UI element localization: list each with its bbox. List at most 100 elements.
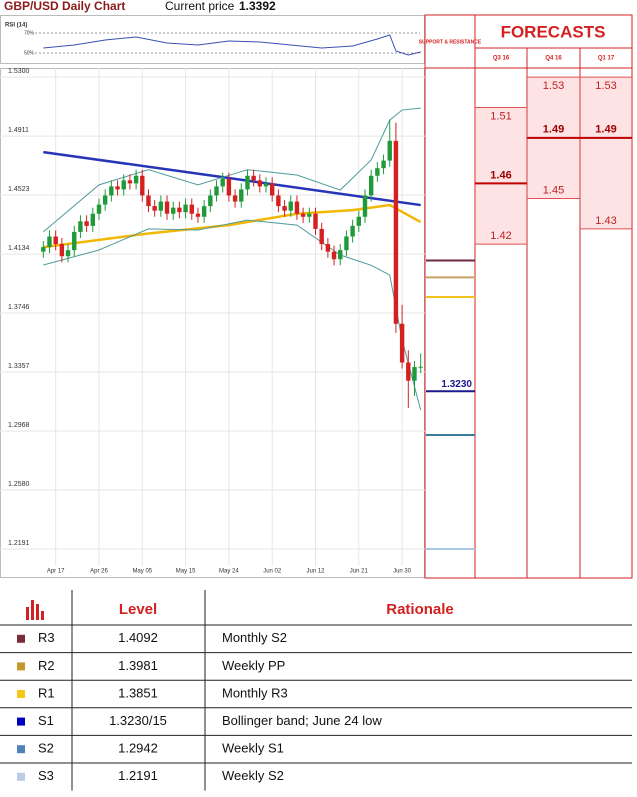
candle-body bbox=[115, 186, 120, 190]
forecast-range bbox=[581, 77, 631, 229]
row-label: R2 bbox=[38, 658, 55, 673]
forecast-low-label: 1.42 bbox=[490, 230, 511, 242]
row-level: 1.3230/15 bbox=[109, 713, 167, 728]
candle-body bbox=[171, 207, 176, 214]
candle-body bbox=[164, 201, 170, 214]
y-tick-label: 1.3746 bbox=[8, 304, 30, 311]
row-rationale: Monthly S2 bbox=[222, 630, 287, 645]
candle-body bbox=[257, 180, 263, 187]
candle-body bbox=[226, 178, 232, 196]
rsi-line bbox=[43, 34, 421, 56]
y-tick-label: 1.4523 bbox=[8, 186, 30, 193]
row-swatch bbox=[17, 690, 25, 698]
candle-body bbox=[72, 231, 77, 251]
candle-body bbox=[251, 175, 256, 181]
candle-body bbox=[53, 236, 58, 245]
row-label: R3 bbox=[38, 630, 55, 645]
table-icon bbox=[26, 600, 44, 620]
row-swatch bbox=[17, 634, 25, 643]
row-swatch bbox=[17, 772, 25, 781]
x-tick-label: May 15 bbox=[176, 569, 196, 575]
candle-body bbox=[300, 213, 306, 217]
overlay-line bbox=[43, 219, 422, 411]
candle-body bbox=[356, 216, 362, 226]
candle-body bbox=[375, 168, 380, 176]
sr-title: SUPPORT & RESISTANCE bbox=[419, 39, 482, 45]
candle-body bbox=[294, 201, 300, 214]
candle-body bbox=[183, 204, 188, 213]
candle-body bbox=[239, 189, 244, 202]
row-rationale: Weekly S1 bbox=[222, 741, 284, 756]
candle-body bbox=[84, 221, 89, 226]
forecast-mid-label: 1.46 bbox=[490, 169, 511, 181]
candle-body bbox=[368, 175, 374, 196]
candle-body bbox=[65, 250, 71, 257]
candle-body bbox=[313, 213, 318, 229]
forecast-quarter: Q1 17 bbox=[598, 56, 615, 62]
candle-body bbox=[282, 206, 287, 211]
x-tick-label: Jun 02 bbox=[263, 569, 282, 575]
row-swatch bbox=[17, 717, 25, 726]
row-label: S2 bbox=[38, 741, 54, 756]
y-tick-label: 1.2191 bbox=[8, 540, 30, 547]
rsi-tick-label: 50% bbox=[24, 50, 35, 56]
candle-body bbox=[245, 175, 250, 190]
rsi-frame bbox=[0, 15, 425, 64]
row-swatch bbox=[17, 662, 25, 671]
candle-body bbox=[59, 244, 65, 257]
overlay-line bbox=[42, 107, 421, 233]
row-level: 1.3851 bbox=[118, 685, 158, 700]
row-level: 1.4092 bbox=[118, 630, 158, 645]
forecast-mid-label: 1.49 bbox=[543, 124, 564, 136]
level-label: 1.3230 bbox=[441, 379, 472, 390]
forecast-range bbox=[476, 107, 526, 245]
forecast-high-label: 1.53 bbox=[543, 80, 564, 92]
row-label: S1 bbox=[38, 713, 54, 728]
row-level: 1.2191 bbox=[118, 768, 158, 783]
candle-body bbox=[152, 206, 157, 211]
forecast-low-label: 1.45 bbox=[543, 184, 564, 196]
candle-body bbox=[121, 180, 126, 190]
chart-title: GBP/USD Daily Chart bbox=[4, 0, 125, 13]
candle-body bbox=[78, 221, 83, 232]
row-level: 1.3981 bbox=[118, 658, 158, 673]
candle-body bbox=[90, 213, 95, 226]
y-tick-label: 1.2968 bbox=[8, 422, 30, 429]
candle-body bbox=[140, 175, 145, 196]
candle-body bbox=[201, 206, 207, 217]
price-label: Current price bbox=[165, 0, 235, 13]
x-tick-label: Apr 26 bbox=[90, 569, 108, 575]
row-rationale: Weekly PP bbox=[222, 658, 285, 673]
candle-body bbox=[133, 175, 139, 184]
x-tick-label: May 05 bbox=[132, 569, 152, 575]
candle-body bbox=[158, 201, 164, 211]
candle-body bbox=[96, 204, 102, 214]
candle-body bbox=[331, 251, 337, 260]
rsi-title: RSI (14) bbox=[5, 23, 27, 29]
candle-body bbox=[362, 195, 368, 217]
candle-body bbox=[276, 195, 281, 207]
candle-body bbox=[41, 247, 46, 252]
candle-body bbox=[189, 204, 194, 214]
candle-body bbox=[412, 367, 417, 381]
row-swatch bbox=[17, 745, 25, 754]
candle-body bbox=[387, 140, 392, 161]
row-rationale: Bollinger band; June 24 low bbox=[222, 713, 382, 728]
candle-body bbox=[220, 178, 225, 187]
forecast-quarter: Q3 16 bbox=[493, 56, 510, 62]
x-tick-label: Apr 17 bbox=[47, 569, 65, 575]
candle-body bbox=[381, 160, 386, 169]
candle-body bbox=[146, 195, 151, 207]
forecast-title: FORECASTS bbox=[501, 22, 606, 41]
candle-body bbox=[325, 244, 331, 252]
candle-body bbox=[307, 213, 312, 217]
forecast-mid-label: 1.49 bbox=[595, 124, 616, 136]
row-rationale: Weekly S2 bbox=[222, 768, 284, 783]
forecast-high-label: 1.51 bbox=[490, 110, 511, 122]
y-tick-label: 1.4911 bbox=[8, 127, 29, 134]
candle-body bbox=[109, 186, 114, 196]
candle-body bbox=[214, 186, 219, 196]
candle-body bbox=[269, 183, 275, 196]
table-header: Rationale bbox=[386, 601, 454, 618]
candle-body bbox=[232, 195, 238, 202]
